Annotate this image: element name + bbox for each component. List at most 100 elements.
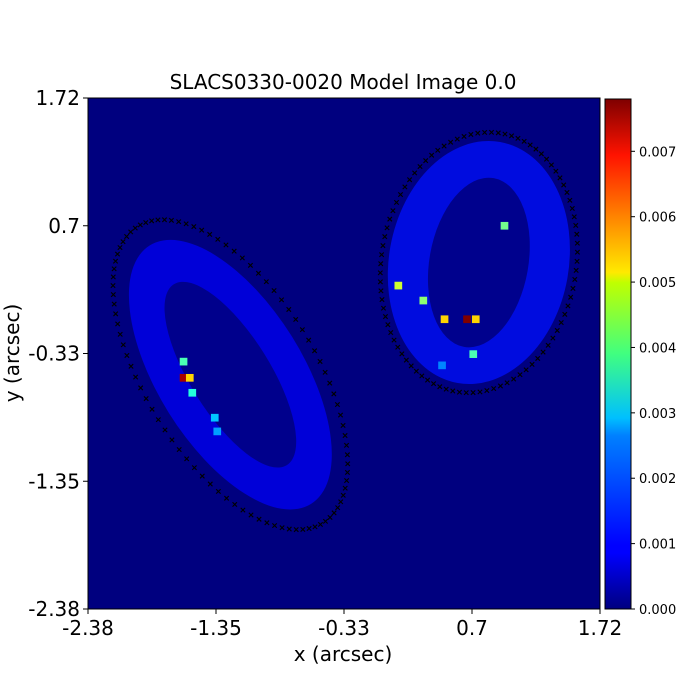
y-tick-label: -0.33 bbox=[28, 342, 80, 366]
mask-marker bbox=[564, 189, 570, 196]
mask-marker bbox=[335, 505, 341, 511]
mask-marker bbox=[388, 329, 394, 336]
mask-marker bbox=[322, 518, 329, 524]
mask-marker bbox=[327, 514, 333, 521]
mask-marker bbox=[312, 524, 318, 530]
mask-marker bbox=[293, 527, 299, 533]
mask-marker bbox=[255, 270, 262, 276]
mask-marker bbox=[115, 321, 121, 327]
mask-marker bbox=[523, 367, 529, 373]
mask-marker bbox=[477, 389, 483, 395]
mask-marker bbox=[199, 227, 205, 233]
colorbar-tick-label: 0.004 bbox=[639, 341, 676, 356]
mask-marker bbox=[395, 344, 401, 350]
mask-marker bbox=[403, 357, 409, 363]
mask-marker bbox=[441, 143, 447, 149]
mask-marker bbox=[508, 133, 515, 139]
mask-marker bbox=[215, 488, 221, 495]
mask-marker bbox=[482, 129, 488, 136]
left-arc-inner bbox=[164, 281, 297, 468]
mask-marker bbox=[435, 147, 441, 153]
mask-marker bbox=[191, 465, 197, 471]
mask-marker bbox=[322, 369, 328, 375]
mask-marker bbox=[573, 222, 579, 229]
mask-marker bbox=[311, 348, 318, 354]
mask-marker bbox=[561, 182, 567, 188]
mask-marker bbox=[223, 242, 229, 248]
mask-marker bbox=[527, 142, 533, 148]
mask-marker bbox=[548, 162, 554, 168]
mask-marker bbox=[402, 184, 408, 190]
mask-marker bbox=[488, 129, 495, 135]
mask-marker bbox=[286, 526, 292, 532]
bright-pixel bbox=[213, 427, 222, 436]
mask-marker bbox=[412, 170, 418, 176]
mask-marker bbox=[384, 225, 390, 231]
mask-marker bbox=[327, 380, 333, 386]
mask-marker bbox=[293, 316, 299, 323]
x-tick-label: -2.38 bbox=[62, 616, 114, 640]
mask-marker bbox=[286, 306, 292, 313]
mask-marker bbox=[521, 138, 527, 144]
mask-marker bbox=[137, 222, 143, 228]
mask-marker bbox=[120, 239, 126, 245]
mask-marker bbox=[344, 452, 350, 458]
mask-marker bbox=[377, 279, 383, 285]
colorbar-tick-label: 0.002 bbox=[639, 472, 676, 487]
mask-marker bbox=[568, 294, 574, 300]
mask-marker bbox=[550, 335, 556, 341]
mask-marker bbox=[456, 389, 463, 395]
mask-marker bbox=[554, 327, 560, 334]
mask-marker bbox=[540, 349, 546, 355]
mask-marker bbox=[279, 525, 285, 531]
x-tick-label: 0.7 bbox=[456, 616, 488, 640]
mask-marker bbox=[574, 258, 580, 264]
mask-marker bbox=[155, 217, 161, 223]
mask-marker bbox=[379, 252, 385, 258]
mask-marker bbox=[463, 390, 469, 396]
mask-marker bbox=[215, 236, 221, 242]
mask-marker bbox=[567, 197, 573, 203]
mask-marker bbox=[133, 374, 139, 380]
x-axis: -2.38 -1.35 -0.33 0.7 1.72 bbox=[62, 609, 622, 640]
bright-pixel bbox=[463, 315, 471, 324]
mask-marker bbox=[423, 158, 429, 164]
bright-pixel bbox=[185, 373, 194, 382]
mask-marker bbox=[239, 255, 245, 261]
mask-marker bbox=[342, 485, 348, 491]
mask-marker bbox=[545, 342, 551, 348]
mask-marker bbox=[143, 219, 149, 226]
mask-marker bbox=[553, 168, 559, 174]
bright-pixel bbox=[440, 315, 449, 324]
mask-marker bbox=[502, 131, 508, 137]
mask-marker bbox=[417, 163, 423, 170]
mask-marker bbox=[538, 151, 544, 157]
mask-marker bbox=[306, 525, 312, 532]
bright-pixel bbox=[179, 373, 188, 382]
bright-pixel bbox=[179, 357, 188, 366]
mask-marker bbox=[340, 492, 346, 498]
mask-marker bbox=[132, 225, 138, 231]
bright-pixel bbox=[394, 281, 403, 290]
mask-marker bbox=[491, 385, 497, 392]
mask-marker bbox=[378, 288, 384, 294]
mask-marker bbox=[378, 261, 384, 267]
bright-pixel bbox=[188, 388, 197, 397]
mask-marker bbox=[429, 152, 435, 158]
colorbar-tick-label: 0.007 bbox=[639, 145, 676, 160]
mask-marker bbox=[223, 495, 230, 501]
mask-marker bbox=[562, 311, 568, 317]
y-axis-label: y (arcsec) bbox=[0, 304, 24, 403]
mask-marker bbox=[574, 240, 580, 246]
mask-marker bbox=[176, 219, 182, 225]
mask-marker bbox=[461, 133, 467, 140]
mask-marker bbox=[454, 136, 460, 142]
x-axis-label: x (arcsec) bbox=[294, 642, 393, 666]
mask-marker bbox=[475, 130, 481, 136]
mask-marker bbox=[343, 442, 350, 448]
mask-marker bbox=[110, 274, 116, 280]
mask-marker bbox=[207, 231, 213, 237]
mask-marker bbox=[263, 279, 269, 285]
mask-marker bbox=[161, 217, 168, 223]
